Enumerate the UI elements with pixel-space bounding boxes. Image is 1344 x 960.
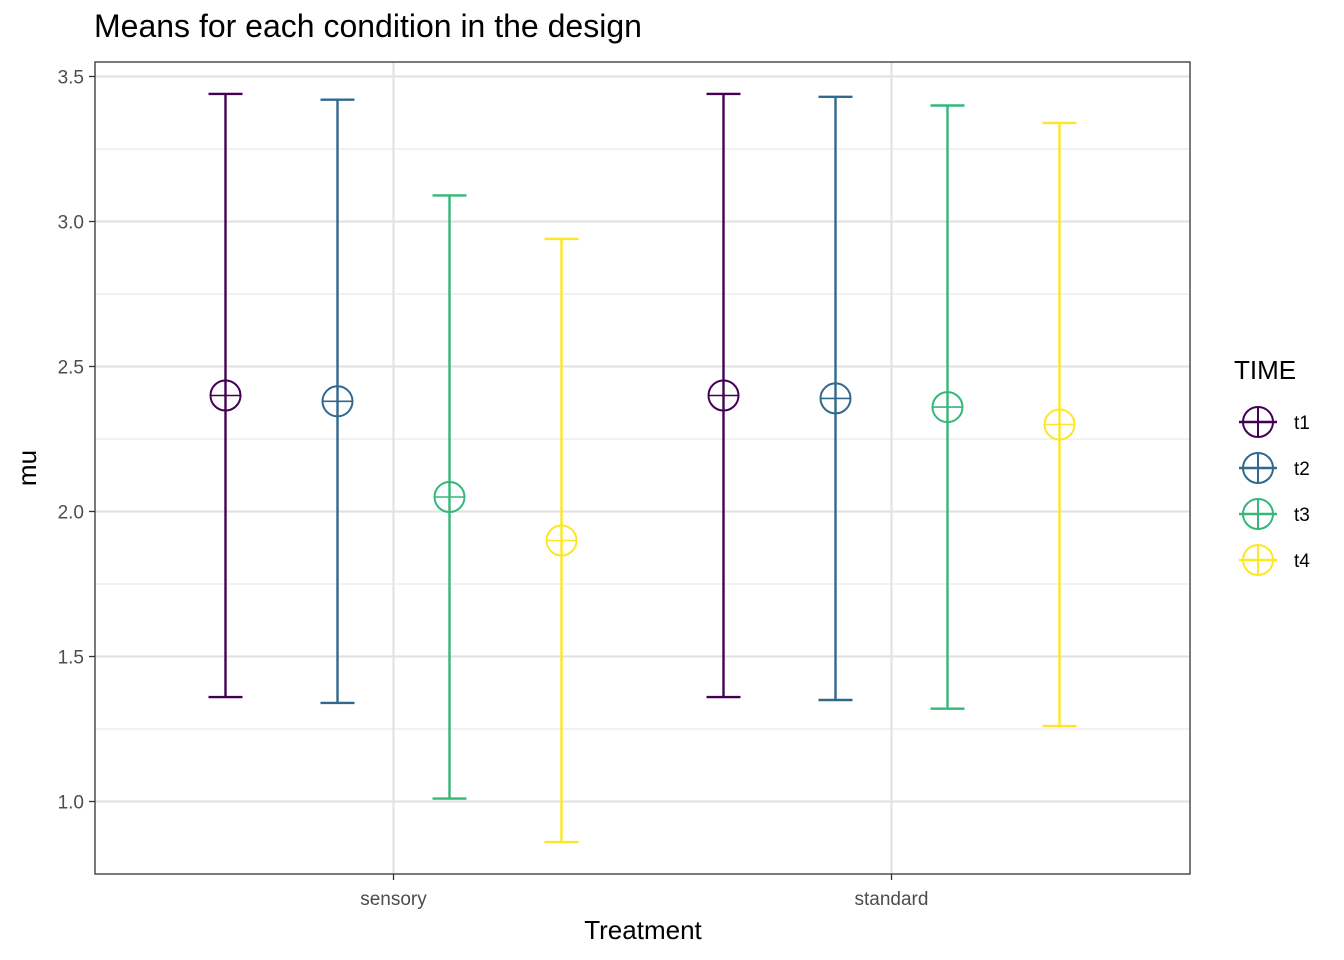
legend-item-t1: t1 bbox=[1239, 406, 1310, 438]
errorbar-t1-standard bbox=[706, 92, 741, 699]
legend-key-circle bbox=[1242, 406, 1274, 438]
chart-title: Means for each condition in the design bbox=[94, 8, 642, 44]
legend-item-t2: t2 bbox=[1239, 452, 1310, 484]
legend-key-circle bbox=[1242, 452, 1274, 484]
legend-label: t1 bbox=[1294, 413, 1310, 434]
error-bars bbox=[208, 92, 1077, 844]
y-tick-label: 1.0 bbox=[58, 793, 84, 814]
errorbar-t1-sensory bbox=[208, 92, 243, 699]
y-tick-label: 3.5 bbox=[58, 68, 84, 89]
legend-key-circle bbox=[1242, 544, 1274, 576]
legend: TIME t1 t2 t3 t4 bbox=[1234, 355, 1310, 576]
x-axis-title: Treatment bbox=[584, 915, 702, 945]
errorbar-t2-sensory bbox=[320, 98, 355, 705]
y-tick-label: 2.5 bbox=[58, 358, 84, 379]
legend-title: TIME bbox=[1234, 355, 1296, 385]
y-tick-label: 3.0 bbox=[58, 213, 84, 234]
errorbar-t4-sensory bbox=[544, 237, 579, 844]
y-tick-label: 1.5 bbox=[58, 648, 84, 669]
grid-lines bbox=[95, 62, 1190, 874]
legend-label: t3 bbox=[1294, 505, 1310, 526]
legend-item-t3: t3 bbox=[1239, 498, 1310, 530]
y-axis-title: mu bbox=[12, 450, 42, 486]
errorbar-t4-standard bbox=[1042, 121, 1077, 728]
errorbar-t3-sensory bbox=[432, 194, 467, 800]
errorbar-t2-standard bbox=[818, 95, 853, 702]
plot-panel-border bbox=[94, 61, 1191, 875]
legend-key-circle bbox=[1242, 498, 1274, 530]
x-axis: sensory standard bbox=[360, 874, 928, 910]
errorbar-t3-standard bbox=[930, 104, 965, 710]
y-axis: 1.0 1.5 2.0 2.5 3.0 3.5 bbox=[58, 68, 95, 814]
legend-label: t2 bbox=[1294, 459, 1310, 480]
legend-item-t4: t4 bbox=[1239, 544, 1310, 576]
legend-label: t4 bbox=[1294, 551, 1310, 572]
x-tick-label: standard bbox=[855, 889, 929, 910]
x-tick-label: sensory bbox=[360, 889, 427, 910]
y-tick-label: 2.0 bbox=[58, 503, 84, 524]
